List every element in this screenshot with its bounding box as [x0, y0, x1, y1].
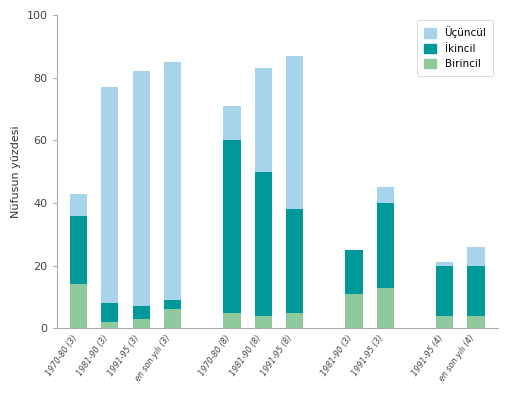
Bar: [345, 294, 362, 328]
Legend: Üçüncül, İkincil, Birincil: Üçüncül, İkincil, Birincil: [417, 20, 493, 76]
Bar: [377, 187, 394, 203]
Bar: [467, 266, 485, 316]
Bar: [436, 262, 454, 266]
Bar: [132, 71, 150, 306]
Bar: [101, 87, 119, 303]
Bar: [223, 106, 241, 140]
Bar: [286, 56, 303, 209]
Bar: [132, 306, 150, 319]
Bar: [345, 250, 362, 294]
Bar: [101, 322, 119, 328]
Bar: [286, 312, 303, 328]
Bar: [436, 316, 454, 328]
Bar: [223, 312, 241, 328]
Bar: [223, 140, 241, 312]
Bar: [70, 193, 87, 216]
Bar: [286, 209, 303, 312]
Y-axis label: Nüfusun yüzdesi: Nüfusun yüzdesi: [11, 125, 21, 218]
Bar: [377, 288, 394, 328]
Bar: [254, 316, 272, 328]
Bar: [164, 300, 181, 309]
Bar: [101, 303, 119, 322]
Bar: [254, 172, 272, 316]
Bar: [132, 319, 150, 328]
Bar: [467, 316, 485, 328]
Bar: [467, 247, 485, 266]
Bar: [70, 284, 87, 328]
Bar: [164, 309, 181, 328]
Bar: [70, 216, 87, 284]
Bar: [254, 68, 272, 172]
Bar: [377, 203, 394, 288]
Bar: [164, 62, 181, 300]
Bar: [436, 266, 454, 316]
